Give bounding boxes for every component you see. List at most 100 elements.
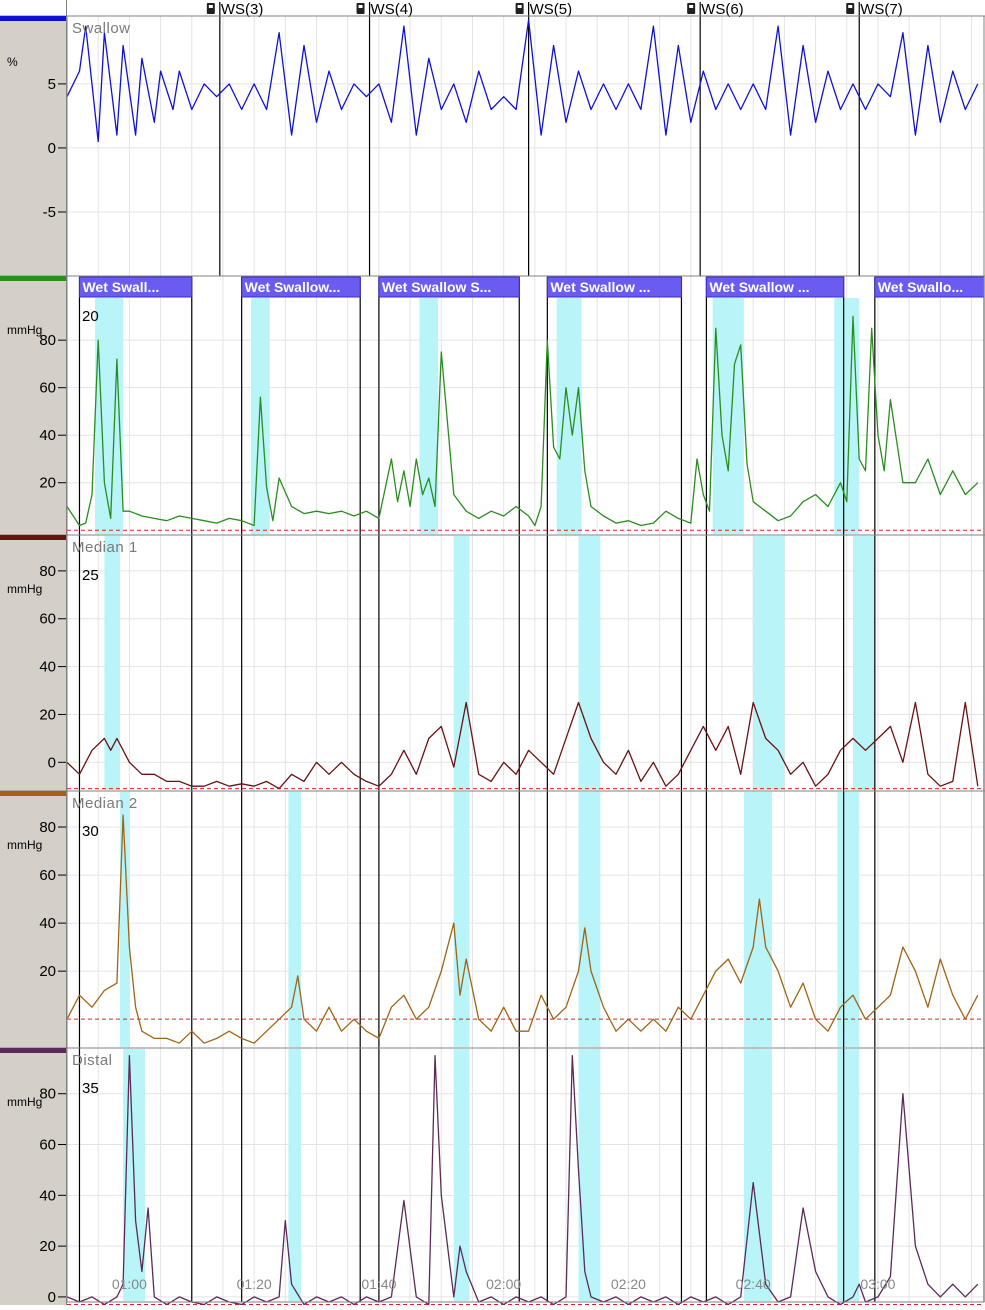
- event-box-header[interactable]: [546, 276, 682, 298]
- trace-median-2: [66, 814, 979, 1044]
- y-tick-label: -5: [43, 204, 56, 221]
- peak-highlight: [453, 536, 470, 790]
- y-unit-label: mmHg: [7, 582, 42, 596]
- marker-flag-icon[interactable]: [206, 3, 215, 14]
- y-tick-label: 0: [48, 140, 56, 157]
- x-tick-label: 02:20: [611, 1276, 646, 1292]
- marker-label: WS(3): [221, 1, 263, 18]
- event-box-header[interactable]: [705, 276, 845, 298]
- marker-flag-icon[interactable]: [846, 3, 855, 14]
- y-tick-label: 80: [39, 819, 56, 836]
- channel-color-bar: [0, 276, 66, 281]
- y-tick-label: 60: [39, 1137, 56, 1154]
- panel-title: Median 2: [72, 795, 138, 812]
- trace-proximal: [66, 315, 979, 527]
- marker-flag-icon-detail: [358, 5, 363, 8]
- y-tick-label: 80: [39, 1086, 56, 1103]
- y-tick-label: 20: [39, 706, 56, 723]
- panel-title: Distal: [72, 1052, 113, 1069]
- peak-highlight: [419, 298, 439, 534]
- marker-flag-icon-detail: [848, 5, 853, 8]
- peak-highlight: [712, 298, 744, 534]
- marker-label: WS(6): [701, 1, 744, 18]
- peak-highlight: [578, 536, 601, 790]
- peak-highlight: [453, 792, 470, 1047]
- event-box-header[interactable]: [378, 276, 520, 298]
- marker-flag-icon-detail: [208, 5, 213, 8]
- event-box-label: Wet Swallow S...: [382, 279, 491, 295]
- y-tick-label: 40: [39, 1187, 56, 1204]
- y-tick-label: 20: [39, 963, 56, 980]
- peak-highlight: [853, 536, 875, 790]
- event-box-layer: Wet Swall... Wet Swallow... Wet Swallow S.…: [78, 2, 985, 1302]
- channel-color-bar: [0, 16, 66, 21]
- marker-flag-icon-detail: [689, 5, 694, 8]
- marker-label: WS(7): [860, 1, 903, 18]
- y-tick-label: 60: [39, 380, 56, 397]
- plot-frame: [66, 15, 985, 1303]
- panel-title: Median 1: [72, 539, 138, 556]
- marker-label: WS(5): [530, 1, 573, 18]
- marker-flag-icon[interactable]: [356, 3, 365, 14]
- y-tick-label: 20: [39, 1238, 56, 1255]
- y-tick-label: 20: [39, 475, 56, 492]
- peak-highlight: [288, 1049, 301, 1301]
- trace-median-1: [66, 701, 979, 790]
- marker-flag-icon[interactable]: [687, 3, 696, 14]
- peak-highlight: [251, 298, 270, 534]
- y-unit-label: %: [7, 55, 18, 69]
- event-box-header[interactable]: [78, 276, 193, 298]
- panel-title: Swallow: [72, 20, 131, 37]
- y-unit-label: mmHg: [7, 323, 42, 337]
- x-tick-label: 02:40: [736, 1276, 771, 1292]
- y-tick-label: 0: [48, 1289, 56, 1305]
- y-tick-label: 40: [39, 659, 56, 676]
- y-tick-label: 80: [39, 563, 56, 580]
- marker-strip: [0, 0, 985, 16]
- peak-highlight: [288, 792, 301, 1047]
- x-tick-label: 01:40: [361, 1276, 396, 1292]
- y-tick-label: 80: [39, 332, 56, 349]
- x-tick-label: 03:00: [860, 1276, 895, 1292]
- y-tick-label: 60: [39, 867, 56, 884]
- y-tick-label: 5: [48, 76, 56, 93]
- peak-highlight: [578, 1049, 601, 1301]
- y-unit-label: mmHg: [7, 838, 42, 852]
- y-tick-label: 40: [39, 915, 56, 932]
- event-box-label: Wet Swallow ...: [550, 279, 650, 295]
- event-box-label: Wet Swallow...: [245, 279, 341, 295]
- channel-number: 20: [82, 308, 99, 325]
- channel-color-bar: [0, 535, 66, 540]
- y-unit-label: mmHg: [7, 1095, 42, 1109]
- peak-highlight: [578, 792, 601, 1047]
- channel-number: 30: [82, 823, 99, 840]
- peak-highlight: [743, 1049, 772, 1301]
- peak-highlight: [753, 536, 785, 790]
- peak-highlight: [95, 298, 124, 534]
- marker-flag-icon[interactable]: [515, 3, 524, 14]
- channel-color-bar: [0, 791, 66, 796]
- event-box-label: Wet Swall...: [82, 279, 159, 295]
- peak-highlight: [104, 536, 121, 790]
- peak-highlight: [837, 1049, 860, 1301]
- x-tick-label: 02:00: [486, 1276, 521, 1292]
- channel-number: 35: [82, 1080, 99, 1097]
- peak-highlight: [743, 792, 772, 1047]
- y-tick-label: 0: [48, 754, 56, 771]
- y-tick-label: 60: [39, 611, 56, 628]
- trace-swallow: [66, 19, 979, 143]
- event-box-label: Wet Swallow ...: [709, 279, 809, 295]
- peak-highlight: [453, 1049, 470, 1301]
- x-tick-label: 01:20: [237, 1276, 272, 1292]
- axis-gutter: [0, 0, 66, 1305]
- peak-highlight: [837, 792, 860, 1047]
- peak-highlight: [120, 792, 130, 1047]
- y-tick-label: 40: [39, 427, 56, 444]
- event-box-label: Wet Swallo...: [878, 279, 963, 295]
- event-box-header[interactable]: [241, 276, 361, 298]
- x-tick-label: 01:00: [112, 1276, 147, 1292]
- channel-number: 25: [82, 567, 99, 584]
